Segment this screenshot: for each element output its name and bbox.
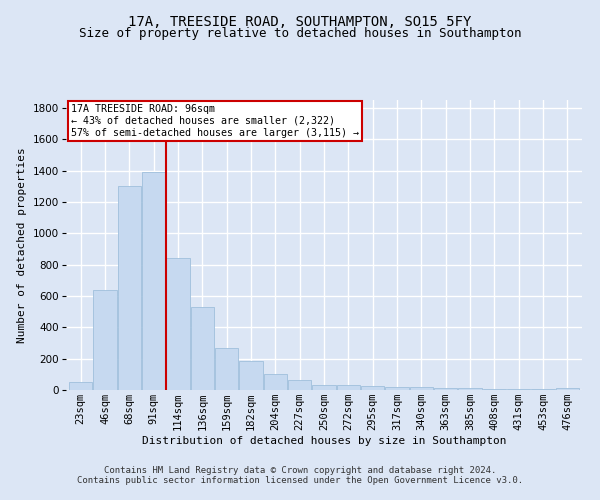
Bar [215, 348, 238, 390]
Text: 17A, TREESIDE ROAD, SOUTHAMPTON, SO15 5FY: 17A, TREESIDE ROAD, SOUTHAMPTON, SO15 5F… [128, 15, 472, 29]
Bar [191, 307, 214, 390]
Bar [458, 388, 482, 390]
Bar [507, 389, 530, 390]
Bar [532, 389, 554, 390]
Bar [434, 388, 457, 390]
Bar [313, 386, 335, 390]
Bar [556, 388, 579, 390]
Bar [142, 172, 165, 390]
Bar [337, 386, 360, 390]
Text: Size of property relative to detached houses in Southampton: Size of property relative to detached ho… [79, 28, 521, 40]
X-axis label: Distribution of detached houses by size in Southampton: Distribution of detached houses by size … [142, 436, 506, 446]
Text: 17A TREESIDE ROAD: 96sqm
← 43% of detached houses are smaller (2,322)
57% of sem: 17A TREESIDE ROAD: 96sqm ← 43% of detach… [71, 104, 359, 138]
Bar [264, 374, 287, 390]
Bar [410, 387, 433, 390]
Bar [288, 380, 311, 390]
Bar [239, 361, 263, 390]
Bar [385, 386, 409, 390]
Y-axis label: Number of detached properties: Number of detached properties [17, 147, 27, 343]
Bar [483, 388, 506, 390]
Bar [94, 290, 116, 390]
Bar [69, 382, 92, 390]
Bar [166, 258, 190, 390]
Bar [361, 386, 384, 390]
Text: Contains HM Land Registry data © Crown copyright and database right 2024.
Contai: Contains HM Land Registry data © Crown c… [77, 466, 523, 485]
Bar [118, 186, 141, 390]
